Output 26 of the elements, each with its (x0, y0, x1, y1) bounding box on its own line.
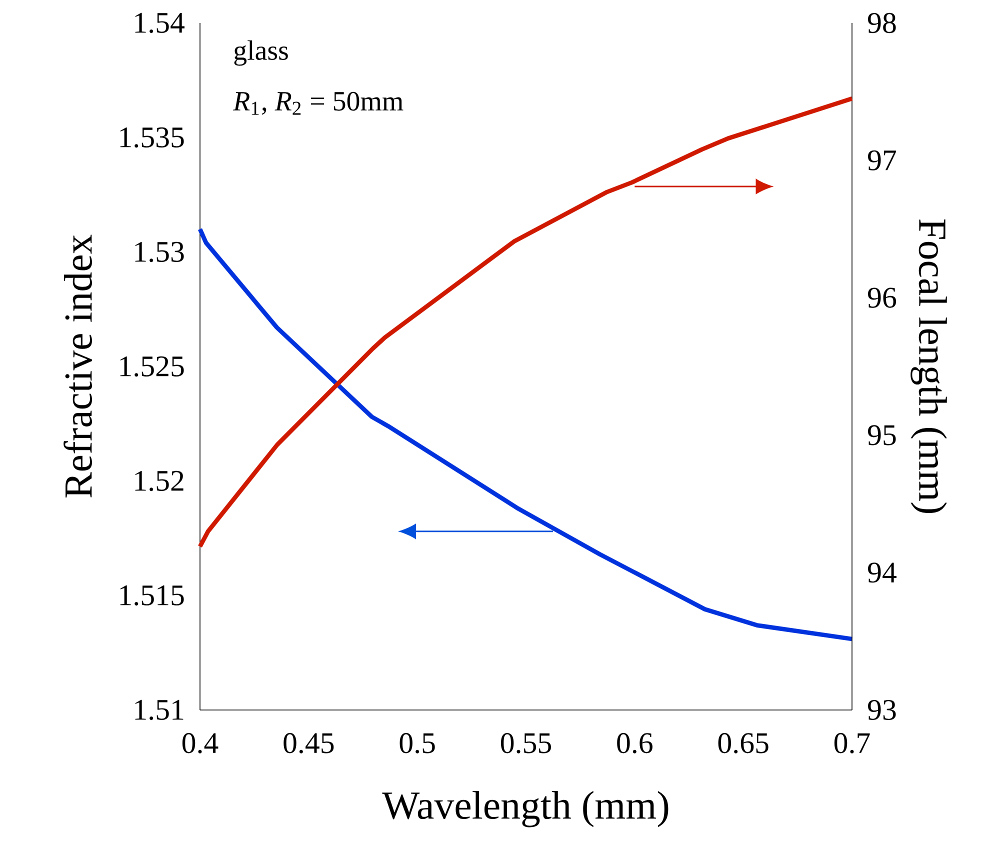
y2-tick-label: 96 (868, 288, 896, 308)
y-axis-title: Refractive index (64, 234, 92, 498)
annotation: glass (234, 40, 288, 66)
y-tick-label: 1.54 (135, 12, 184, 34)
y-tick-label: 1.52 (135, 470, 184, 492)
y2-tick-label: 97 (868, 150, 896, 170)
x-tick-label: 0.4 (182, 733, 218, 754)
y2-tick-label: 95 (868, 425, 896, 446)
y-tick-label: 1.53 (135, 242, 184, 262)
y-tick-label: 1.51 (135, 700, 184, 720)
x-tick-label: 0.7 (834, 733, 870, 754)
y2-tick-label: 98 (868, 12, 896, 34)
y-tick-label: 1.535 (120, 127, 184, 148)
x-axis-title: Wavelength (mm) (382, 791, 668, 828)
line-series (198, 226, 854, 642)
x-tick-label: 0.45 (284, 733, 334, 754)
x-tick-label: 0.65 (718, 733, 768, 754)
y2-tick-label: 93 (868, 700, 896, 720)
x-tick-label: 0.55 (500, 733, 551, 754)
x-tick-label: 0.5 (400, 733, 435, 754)
annotation: R$_{1}$, R$_{2}$ = 50mm (232, 92, 404, 115)
y-tick-label: 1.515 (120, 585, 184, 606)
y-tick-label: 1.525 (120, 356, 184, 377)
y2-tick-label: 94 (868, 562, 896, 583)
x-tick-label: 0.6 (617, 733, 652, 754)
y2-axis-title: Focal length (mm) (910, 219, 947, 514)
